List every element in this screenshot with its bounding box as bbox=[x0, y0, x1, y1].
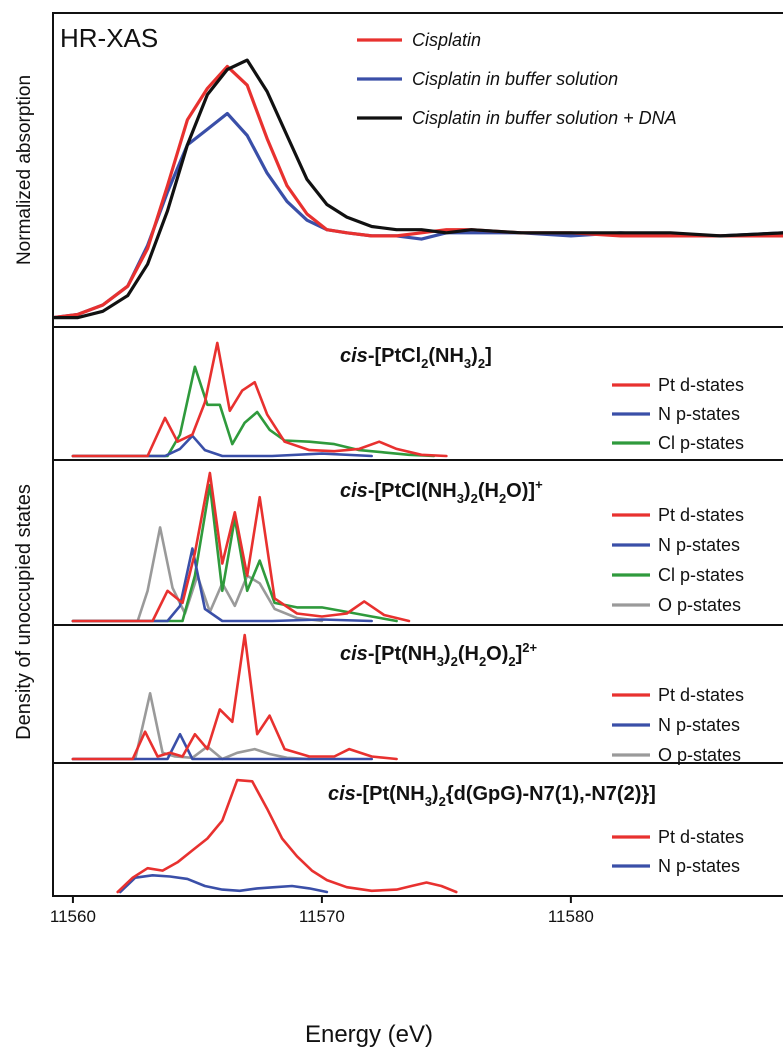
dos-3-title: cis-[Pt(NH3)2(H2O)2]2+ bbox=[340, 640, 538, 669]
series-line-n-p-states bbox=[71, 547, 374, 623]
legend-label-pt-d-states: Pt d-states bbox=[658, 505, 744, 525]
legend-label-cisplatin-in-buffer-solution: Cisplatin in buffer solution bbox=[412, 69, 618, 89]
dos-3-legend: Pt d-states N p-states O p-states bbox=[612, 685, 744, 765]
series-line-cl-p-states bbox=[71, 365, 436, 458]
series-line-pt-d-states bbox=[71, 471, 411, 623]
series-line-cisplatin-in-buffer-solution-dna bbox=[53, 58, 783, 320]
dos-2-title: cis-[PtCl(NH3)2(H2O)]+ bbox=[340, 477, 543, 506]
dos-1-series-lines bbox=[71, 341, 448, 458]
xas-series-lines bbox=[53, 58, 783, 320]
panel-frames bbox=[52, 12, 783, 897]
dos-4-legend: Pt d-states N p-states bbox=[612, 827, 744, 876]
dos-2-series-lines bbox=[71, 471, 411, 623]
legend-label-cl-p-states: Cl p-states bbox=[658, 565, 744, 585]
x-tick-label-11560: 11560 bbox=[50, 907, 96, 926]
series-line-pt-d-states bbox=[71, 341, 448, 458]
legend-label-o-p-states: O p-states bbox=[658, 745, 741, 765]
dos-3-series-lines bbox=[71, 633, 398, 761]
series-line-n-p-states bbox=[71, 434, 374, 458]
legend-label-pt-d-states: Pt d-states bbox=[658, 827, 744, 847]
series-line-cisplatin bbox=[53, 64, 783, 320]
series-line-pt-d-states bbox=[71, 633, 398, 761]
dos-4-title: cis-[Pt(NH3)2{d(GpG)-N7(1),-N7(2)}] bbox=[328, 783, 656, 809]
legend-label-n-p-states: N p-states bbox=[658, 404, 740, 424]
series-line-cl-p-states bbox=[71, 483, 398, 623]
legend-label-cisplatin-in-buffer-solution-dna: Cisplatin in buffer solution + DNA bbox=[412, 108, 677, 128]
x-axis: 11560 11570 11580 bbox=[50, 896, 594, 926]
ylabel-normalized-absorption: Normalized absorption bbox=[14, 75, 35, 265]
series-line-n-p-states bbox=[71, 732, 374, 761]
xas-legend: Cisplatin Cisplatin in buffer solution Cis… bbox=[357, 30, 677, 128]
dos-4-series-lines bbox=[116, 778, 458, 894]
legend-label-cisplatin: Cisplatin bbox=[412, 30, 481, 50]
dos-2-legend: Pt d-states N p-states Cl p-states O p-stat… bbox=[612, 505, 744, 615]
series-line-n-p-states bbox=[118, 873, 329, 894]
dos-1-legend: Pt d-states N p-states Cl p-states bbox=[612, 375, 744, 453]
panel-frame-xas bbox=[52, 12, 783, 328]
legend-label-n-p-states: N p-states bbox=[658, 715, 740, 735]
legend-label-n-p-states: N p-states bbox=[658, 535, 740, 555]
series-line-cisplatin-in-buffer-solution bbox=[53, 111, 783, 320]
dos-1-title: cis-[PtCl2(NH3)2] bbox=[340, 345, 492, 371]
legend-label-pt-d-states: Pt d-states bbox=[658, 685, 744, 705]
x-axis-title: Energy (eV) bbox=[305, 1021, 433, 1048]
x-tick-label-11580: 11580 bbox=[548, 907, 594, 926]
panel-frame-dos-4 bbox=[52, 762, 783, 897]
xas-panel-title: HR-XAS bbox=[60, 23, 158, 53]
legend-label-o-p-states: O p-states bbox=[658, 595, 741, 615]
series-line-pt-d-states bbox=[116, 778, 458, 894]
legend-label-pt-d-states: Pt d-states bbox=[658, 375, 744, 395]
x-tick-label-11570: 11570 bbox=[299, 907, 345, 926]
legend-label-cl-p-states: Cl p-states bbox=[658, 433, 744, 453]
legend-label-n-p-states: N p-states bbox=[658, 856, 740, 876]
ylabel-density-of-unoccupied-states: Density of unoccupied states bbox=[13, 484, 35, 740]
